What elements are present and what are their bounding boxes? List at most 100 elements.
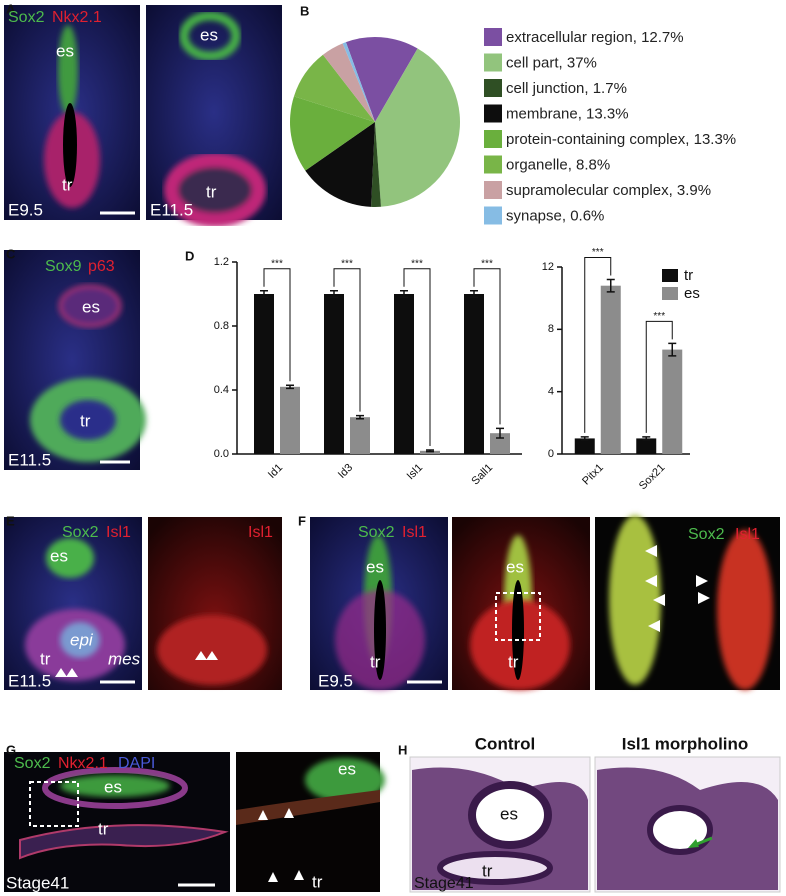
image-label: es (366, 557, 384, 576)
lumen (374, 580, 386, 680)
significance-bracket (263, 268, 291, 382)
pie-slice (305, 122, 375, 207)
legend-swatch (662, 269, 678, 282)
stain-label: Isl1 (248, 524, 273, 541)
legend-swatch (484, 181, 502, 199)
error-bar (260, 290, 268, 298)
significance-label: *** (481, 258, 493, 269)
stain-label: Nkx2.1 (52, 9, 102, 26)
image-label: tr (206, 182, 217, 201)
stage-label: E11.5 (8, 671, 51, 690)
pie-slice (371, 122, 381, 207)
image-label: mes (108, 649, 141, 668)
image-label: tr (40, 649, 51, 668)
error-bar (426, 449, 434, 453)
panel-label: G (6, 742, 16, 757)
stain-label: DAPI (118, 755, 155, 772)
significance-label: *** (653, 311, 665, 322)
y-tick-label: 4 (548, 386, 554, 398)
y-tick-label: 0.4 (214, 384, 229, 396)
stain (437, 851, 553, 885)
bar (490, 433, 510, 454)
x-tick-label: Sox21 (637, 462, 668, 493)
y-tick-label: 0 (548, 448, 554, 460)
legend-label: cell part, 37% (506, 54, 597, 71)
stain (717, 530, 773, 690)
significance-bracket (645, 320, 673, 433)
stain-label: Sox2 (688, 526, 725, 543)
bar (394, 294, 414, 454)
error-bar (606, 278, 615, 293)
legend-swatch (484, 28, 502, 46)
stain-label: Sox9 (45, 258, 82, 275)
bar (254, 294, 274, 454)
y-tick-label: 8 (548, 323, 554, 335)
legend-swatch (484, 130, 502, 148)
error-bar (400, 290, 408, 298)
image-label: tr (62, 175, 73, 194)
stain-label: Nkx2.1 (58, 755, 108, 772)
error-bar (642, 436, 651, 441)
legend-label: protein-containing complex, 13.3% (506, 131, 736, 148)
stage-label: Stage41 (6, 873, 69, 892)
x-tick-label: Pitx1 (580, 462, 606, 488)
legend-swatch (484, 79, 502, 97)
stain-label: Isl1 (735, 526, 760, 543)
x-tick-label: Id1 (266, 462, 285, 481)
significance-label: *** (592, 247, 604, 258)
stain-label: Sox2 (358, 524, 395, 541)
error-bar (668, 342, 677, 357)
arrowhead (258, 808, 304, 882)
legend-label: extracellular region, 12.7% (506, 29, 684, 46)
error-bar (496, 427, 504, 439)
error-bar (286, 384, 294, 390)
significance-bracket (584, 256, 612, 433)
y-tick-label: 1.2 (214, 256, 229, 268)
y-tick-label: 12 (542, 261, 554, 273)
panel-c-images (4, 250, 146, 470)
panel-label: C (6, 246, 16, 261)
bar (350, 417, 370, 454)
image-label: es (82, 297, 100, 316)
stain (46, 538, 94, 578)
panel-label: A (6, 1, 16, 16)
image-label: tr (508, 652, 519, 671)
condition-title: Isl1 morpholino (622, 734, 749, 753)
stain (236, 790, 380, 825)
arrowhead (55, 668, 78, 677)
legend-label: cell junction, 1.7% (506, 80, 627, 97)
lumen (63, 103, 77, 187)
stain (164, 153, 266, 227)
stain (60, 622, 100, 658)
bar (662, 349, 683, 454)
image-label: es (104, 777, 122, 796)
significance-bracket (333, 268, 361, 412)
stage-label: E9.5 (8, 200, 43, 219)
legend-swatch (484, 53, 502, 72)
panel-label: B (300, 3, 309, 18)
y-tick-label: 0.8 (214, 320, 229, 332)
bar (324, 294, 344, 454)
stage-label: E11.5 (150, 200, 193, 219)
panel-label: D (185, 248, 194, 263)
pie-slice (322, 43, 375, 122)
image-label: es (200, 25, 218, 44)
bar (574, 438, 595, 454)
error-bar (330, 290, 338, 298)
stain-label: Sox2 (14, 755, 51, 772)
bar (636, 438, 657, 454)
bar (600, 285, 621, 454)
legend-label: tr (684, 267, 693, 284)
stain-label: Sox2 (62, 524, 99, 541)
error-bar (356, 414, 364, 420)
stage-label: Stage41 (414, 875, 474, 892)
stain-label: Sox2 (8, 9, 45, 26)
error-bar (470, 290, 478, 298)
image-label: es (56, 41, 74, 60)
inset-box (29, 781, 79, 827)
panel-g-images (4, 752, 385, 892)
pie-slice (375, 48, 461, 207)
legend-label: synapse, 0.6% (506, 207, 604, 224)
